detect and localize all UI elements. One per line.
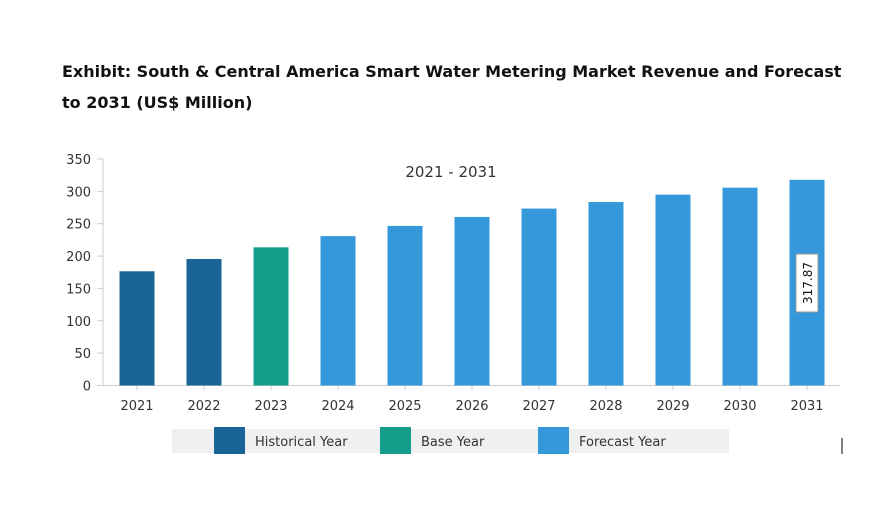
x-tick-label: 2024 xyxy=(321,399,354,414)
legend-swatch-base xyxy=(380,427,411,454)
bar-2026 xyxy=(454,216,490,386)
bar-2025 xyxy=(387,225,423,386)
legend xyxy=(172,429,729,453)
legend-label-base: Base Year xyxy=(421,435,485,450)
bar-2027 xyxy=(521,208,557,386)
x-tick-label: 2021 xyxy=(120,399,153,414)
x-tick-label: 2029 xyxy=(656,399,689,414)
x-tick-label: 2027 xyxy=(522,399,555,414)
y-tick-label: 100 xyxy=(66,315,91,330)
y-tick-label: 300 xyxy=(66,185,91,200)
legend-label-historical: Historical Year xyxy=(255,435,348,450)
bar-2022 xyxy=(186,258,222,386)
bar-2021 xyxy=(119,271,155,386)
data-label-box xyxy=(795,253,819,313)
x-tick-label: 2025 xyxy=(388,399,421,414)
chart-title: Exhibit: South & Central America Smart W… xyxy=(62,62,842,112)
x-tick-label: 2028 xyxy=(589,399,622,414)
legend-swatch-historical xyxy=(214,427,245,454)
x-tick-label: 2026 xyxy=(455,399,488,414)
bar-2029 xyxy=(655,194,691,386)
legend-label-forecast: Forecast Year xyxy=(579,435,666,450)
y-tick-label: 150 xyxy=(66,282,91,297)
chart-subtitle: 2021 - 2031 xyxy=(405,163,496,181)
y-tick-label: 200 xyxy=(66,250,91,265)
bar-2028 xyxy=(588,202,624,386)
y-tick-label: 0 xyxy=(83,380,91,395)
y-tick-label: 350 xyxy=(66,153,91,168)
x-tick-label: 2030 xyxy=(723,399,756,414)
y-tick-label: 50 xyxy=(74,347,91,362)
x-tick-label: 2022 xyxy=(187,399,220,414)
x-tick-label: 2031 xyxy=(790,399,823,414)
bar-2030 xyxy=(722,187,758,386)
x-tick-label: 2023 xyxy=(254,399,287,414)
data-label: 317.87 xyxy=(801,262,815,304)
bar-2023 xyxy=(253,247,289,386)
bar-2024 xyxy=(320,236,356,386)
y-tick-label: 250 xyxy=(66,218,91,233)
legend-swatch-forecast xyxy=(538,427,569,454)
